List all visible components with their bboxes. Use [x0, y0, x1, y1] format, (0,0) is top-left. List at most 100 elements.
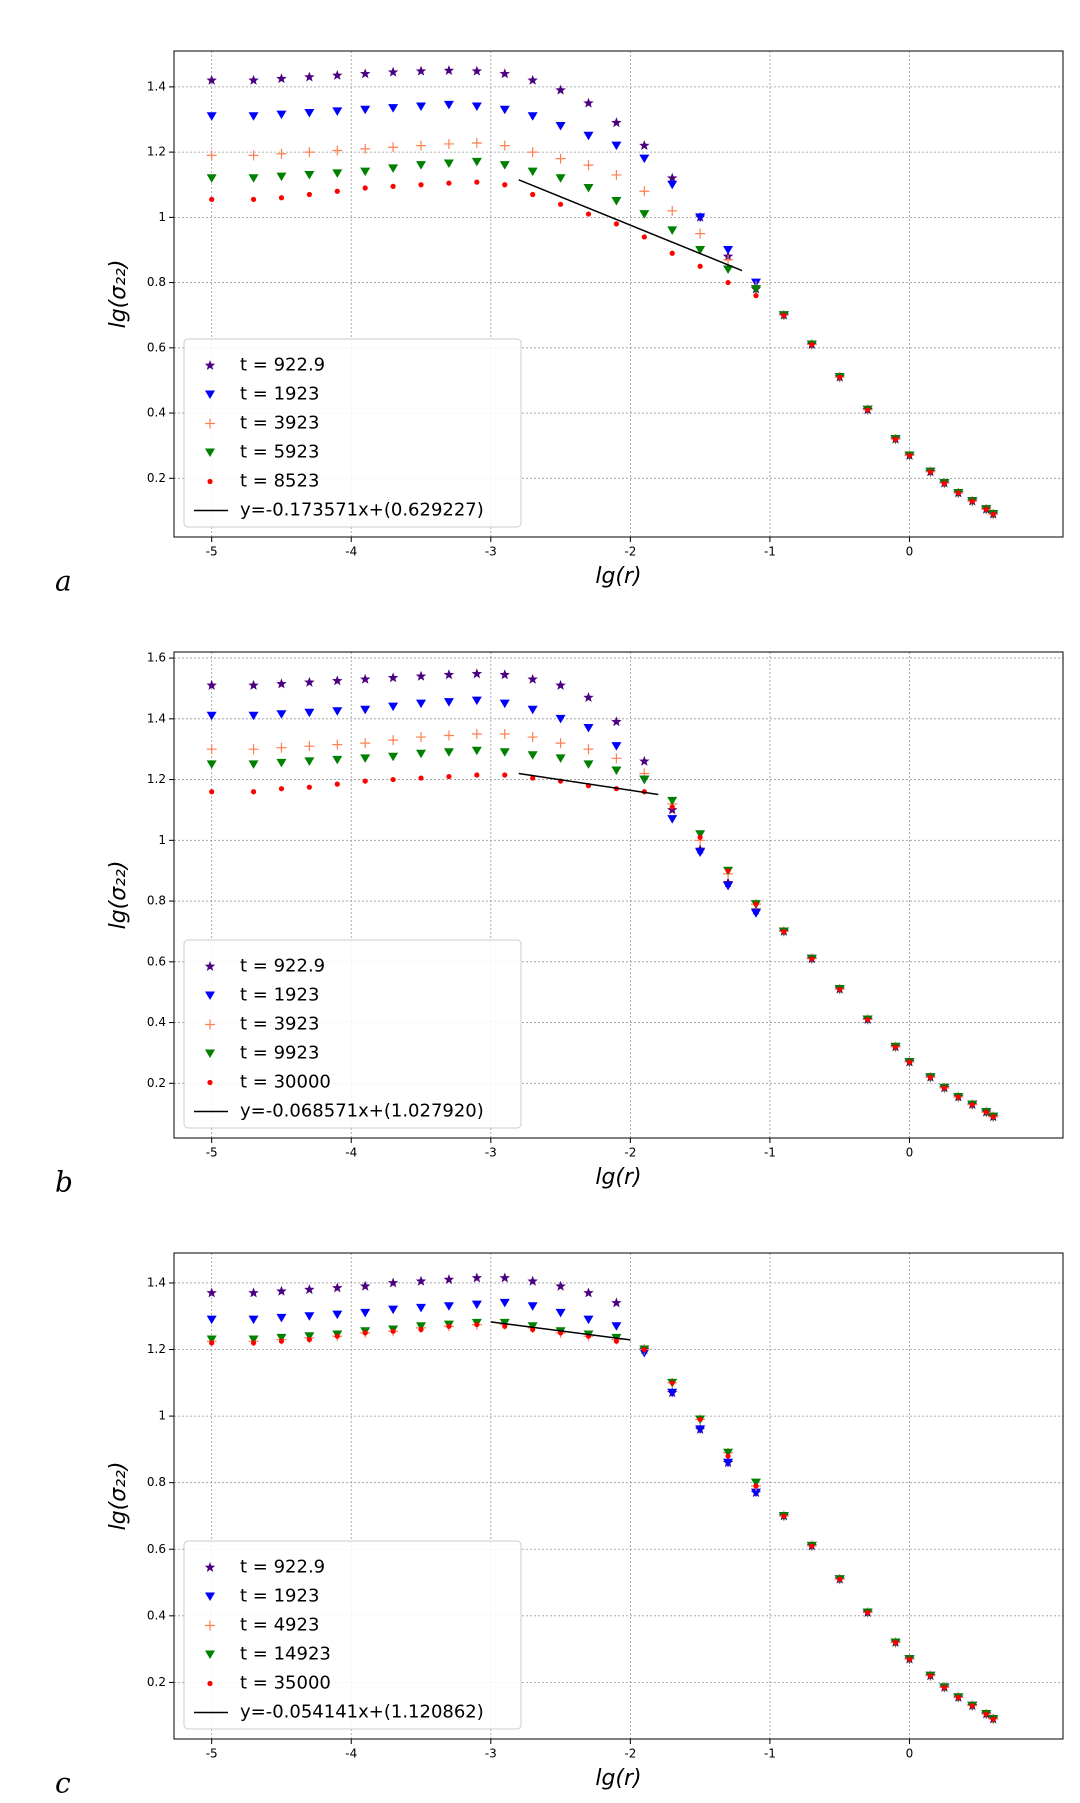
point	[892, 1639, 899, 1646]
point	[697, 834, 703, 840]
point	[416, 1303, 427, 1313]
series	[209, 179, 996, 517]
point	[332, 675, 343, 686]
point	[667, 205, 678, 216]
point	[969, 1703, 975, 1709]
point	[527, 1322, 538, 1331]
x-tick-label: -5	[206, 1747, 218, 1761]
point	[527, 1302, 538, 1311]
point	[750, 285, 761, 294]
point	[555, 174, 566, 183]
point	[611, 766, 622, 775]
point	[471, 696, 482, 706]
point	[206, 711, 217, 721]
point	[809, 341, 815, 348]
y-tick-label: 0.4	[147, 1608, 166, 1622]
point	[416, 699, 427, 709]
point	[250, 1340, 257, 1346]
point	[250, 196, 257, 203]
x-tick-label: -5	[206, 1146, 218, 1160]
y-tick-label: 0.6	[147, 954, 166, 968]
point	[641, 234, 647, 240]
point	[499, 1272, 510, 1283]
point	[502, 1323, 508, 1329]
legend-label: t = 8523	[240, 471, 319, 492]
point	[471, 157, 482, 167]
legend-label: y=-0.054141x+(1.120862)	[240, 1702, 484, 1723]
point	[583, 1315, 594, 1325]
point	[502, 772, 508, 778]
point	[941, 1085, 947, 1091]
point	[697, 1416, 703, 1423]
point	[527, 751, 538, 760]
legend-marker	[207, 1680, 213, 1687]
point	[278, 195, 285, 201]
y-tick-label: 0.4	[147, 1015, 166, 1029]
point	[471, 137, 482, 148]
point	[415, 65, 427, 76]
point	[695, 228, 706, 239]
point	[955, 1694, 961, 1700]
point	[390, 776, 396, 783]
point	[206, 760, 217, 769]
y-tick-label: 1	[158, 1409, 166, 1423]
point	[443, 1302, 454, 1311]
point	[611, 141, 622, 151]
point	[276, 758, 287, 768]
series	[209, 1321, 996, 1722]
point	[750, 1478, 761, 1488]
point	[530, 191, 536, 198]
y-tick-label: 0.8	[147, 1475, 166, 1489]
point	[611, 117, 622, 128]
legend: t = 922.9 t = 1923 t = 3923 t = 5923 t = 852…	[183, 338, 522, 528]
point	[725, 868, 731, 874]
point	[388, 752, 399, 762]
point	[499, 669, 510, 680]
point	[276, 1285, 287, 1296]
point	[276, 148, 287, 159]
point	[611, 1322, 622, 1331]
point	[362, 185, 368, 191]
point	[555, 84, 566, 95]
point	[969, 1101, 975, 1108]
legend-label: t = 922.9	[240, 956, 325, 977]
fit-line	[518, 772, 659, 796]
point	[362, 778, 368, 784]
point	[206, 112, 217, 121]
point	[209, 789, 215, 795]
point	[555, 679, 566, 690]
point	[530, 775, 536, 781]
point	[583, 1287, 594, 1298]
point	[206, 1315, 217, 1325]
plot-frame	[173, 651, 1064, 1139]
point	[304, 71, 315, 82]
x-tick-label: -3	[485, 545, 497, 559]
point	[278, 786, 285, 792]
point	[499, 748, 510, 757]
point	[388, 702, 399, 712]
point	[697, 263, 703, 269]
point	[695, 1425, 706, 1434]
point	[641, 1346, 647, 1353]
point	[583, 183, 594, 193]
y-tick-label: 1	[158, 833, 166, 847]
legend-label: t = 35000	[240, 1673, 331, 1694]
legend-marker	[207, 1079, 213, 1086]
point	[276, 742, 287, 753]
point	[332, 1310, 343, 1320]
panel-label: c	[55, 1767, 71, 1800]
point	[276, 678, 287, 689]
point	[304, 741, 315, 752]
point	[906, 452, 913, 459]
point	[669, 804, 675, 810]
point	[209, 1340, 215, 1346]
point	[667, 1388, 678, 1398]
point	[388, 104, 399, 113]
point	[669, 250, 675, 256]
point	[753, 901, 759, 907]
point	[471, 729, 482, 740]
point	[837, 986, 843, 992]
point	[639, 140, 650, 151]
point	[527, 732, 538, 743]
point	[639, 154, 650, 164]
